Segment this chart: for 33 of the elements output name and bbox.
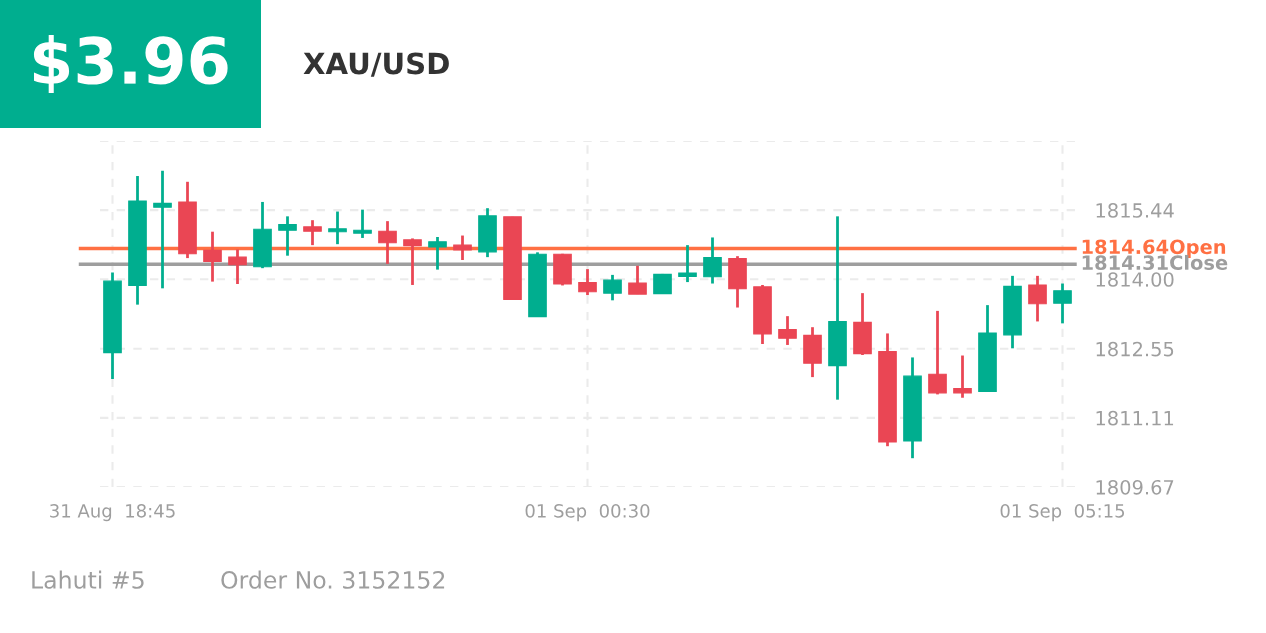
y-tick-label: 1809.67 xyxy=(1096,479,1174,495)
candlestick xyxy=(303,218,322,247)
candlestick xyxy=(228,248,247,286)
candlestick xyxy=(153,169,172,290)
candlestick xyxy=(953,354,972,400)
text: $3.96 xyxy=(33,35,228,94)
candlestick xyxy=(628,264,647,296)
candlestick xyxy=(778,314,797,347)
x-tick-label: 01 Sep 00:30 xyxy=(525,503,650,522)
candlestick xyxy=(353,208,372,240)
candlestick xyxy=(678,243,697,284)
candlestick xyxy=(203,230,222,283)
x-tick-label: 31 Aug 18:45 xyxy=(50,503,175,522)
candlestick xyxy=(1028,274,1047,323)
y-tick-label: 1812.55 xyxy=(1096,341,1174,357)
text: Order No. 3152152 xyxy=(221,570,445,589)
candlestick xyxy=(378,219,397,266)
candlestick xyxy=(278,214,297,258)
candlestick xyxy=(603,273,622,302)
y-tick-label: 1814.00 xyxy=(1096,272,1174,287)
candlestick xyxy=(1053,282,1072,325)
candlestick xyxy=(453,234,472,262)
candlestick xyxy=(703,236,722,285)
text: Lahuti #5 xyxy=(32,570,144,589)
chart-title: XAU/USD xyxy=(303,52,449,77)
y-tick-label: 1815.44 xyxy=(1096,203,1174,218)
x-tick-label: 01 Sep 05:15 xyxy=(1000,503,1125,522)
candlestick xyxy=(928,309,947,396)
y-tick-label: 1811.11 xyxy=(1096,410,1174,426)
candlestick xyxy=(403,237,422,287)
candlestick xyxy=(428,235,447,271)
candlestick xyxy=(578,267,597,297)
candlestick xyxy=(328,210,347,246)
